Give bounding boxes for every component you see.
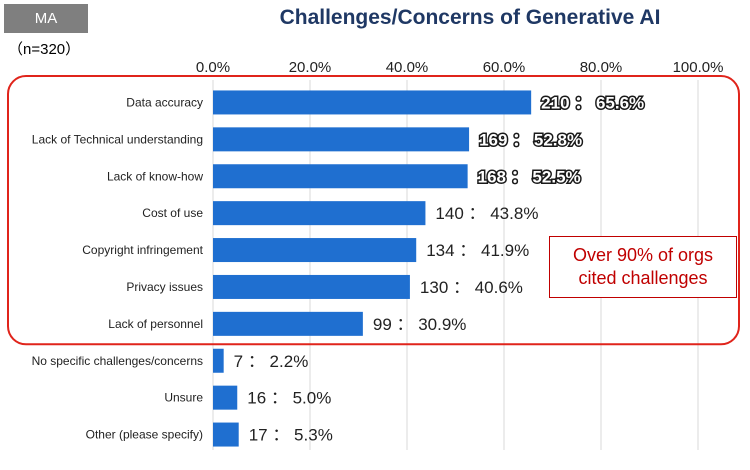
category-label: Lack of Technical understanding <box>32 132 203 146</box>
category-label: Lack of know-how <box>107 169 203 183</box>
x-axis-ticks: 0.0% 20.0% 40.0% 60.0% 80.0% 100.0% <box>196 59 724 76</box>
bar <box>213 127 470 152</box>
data-label: 134 ： 41.9% <box>426 241 529 260</box>
category-label: Copyright infringement <box>82 243 203 257</box>
bar <box>213 348 224 373</box>
x-tick-label: 60.0% <box>483 59 526 76</box>
category-label: Data accuracy <box>126 95 203 109</box>
data-label: 140 ： 43.8% <box>435 204 538 223</box>
category-label: Unsure <box>164 391 203 405</box>
highlight-outline <box>7 75 740 346</box>
annotation-line-1: Over 90% of orgs <box>572 245 714 265</box>
x-tick-label: 0.0% <box>196 59 230 76</box>
x-tick-label: 40.0% <box>386 59 429 76</box>
ma-badge: MA <box>4 4 88 33</box>
x-tick-label: 100.0% <box>673 59 724 76</box>
data-label: 99 ： 30.9% <box>373 315 467 334</box>
bar <box>213 311 363 336</box>
data-label: 169 ： 52.8% <box>479 130 582 149</box>
bar <box>213 422 239 447</box>
data-label: 7 ： 2.2% <box>234 352 309 371</box>
bars <box>213 90 532 447</box>
data-label: 17 ： 5.3% <box>249 426 333 445</box>
annotation-line-2: cited challenges <box>578 268 708 288</box>
category-label: Other (please specify) <box>86 428 203 442</box>
bar <box>213 385 238 410</box>
data-labels: 210 ： 65.6% 169 ： 52.8% 168 ： 52.5% 140 ： 4… <box>234 92 646 445</box>
category-label: Cost of use <box>142 206 203 220</box>
bar <box>213 201 426 226</box>
bar <box>213 164 468 189</box>
bar <box>213 274 410 299</box>
data-label: 16 ： 5.0% <box>247 389 331 408</box>
sample-size-label: （n=320） <box>8 41 81 58</box>
category-label: Privacy issues <box>126 280 203 294</box>
data-label: 168 ： 52.5% <box>478 167 581 186</box>
data-label: 130 ： 40.6% <box>420 278 523 297</box>
x-tick-label: 80.0% <box>580 59 623 76</box>
category-labels: Data accuracy Lack of Technical understan… <box>32 95 204 441</box>
bar <box>213 90 532 115</box>
annotation-callout: Over 90% of orgs cited challenges <box>549 236 737 298</box>
category-label: No specific challenges/concerns <box>32 354 203 368</box>
category-label: Lack of personnel <box>108 317 203 331</box>
bar <box>213 238 417 263</box>
data-label: 210 ： 65.6% <box>541 93 644 112</box>
chart-title: Challenges/Concerns of Generative AI <box>279 6 661 29</box>
x-tick-label: 20.0% <box>289 59 332 76</box>
